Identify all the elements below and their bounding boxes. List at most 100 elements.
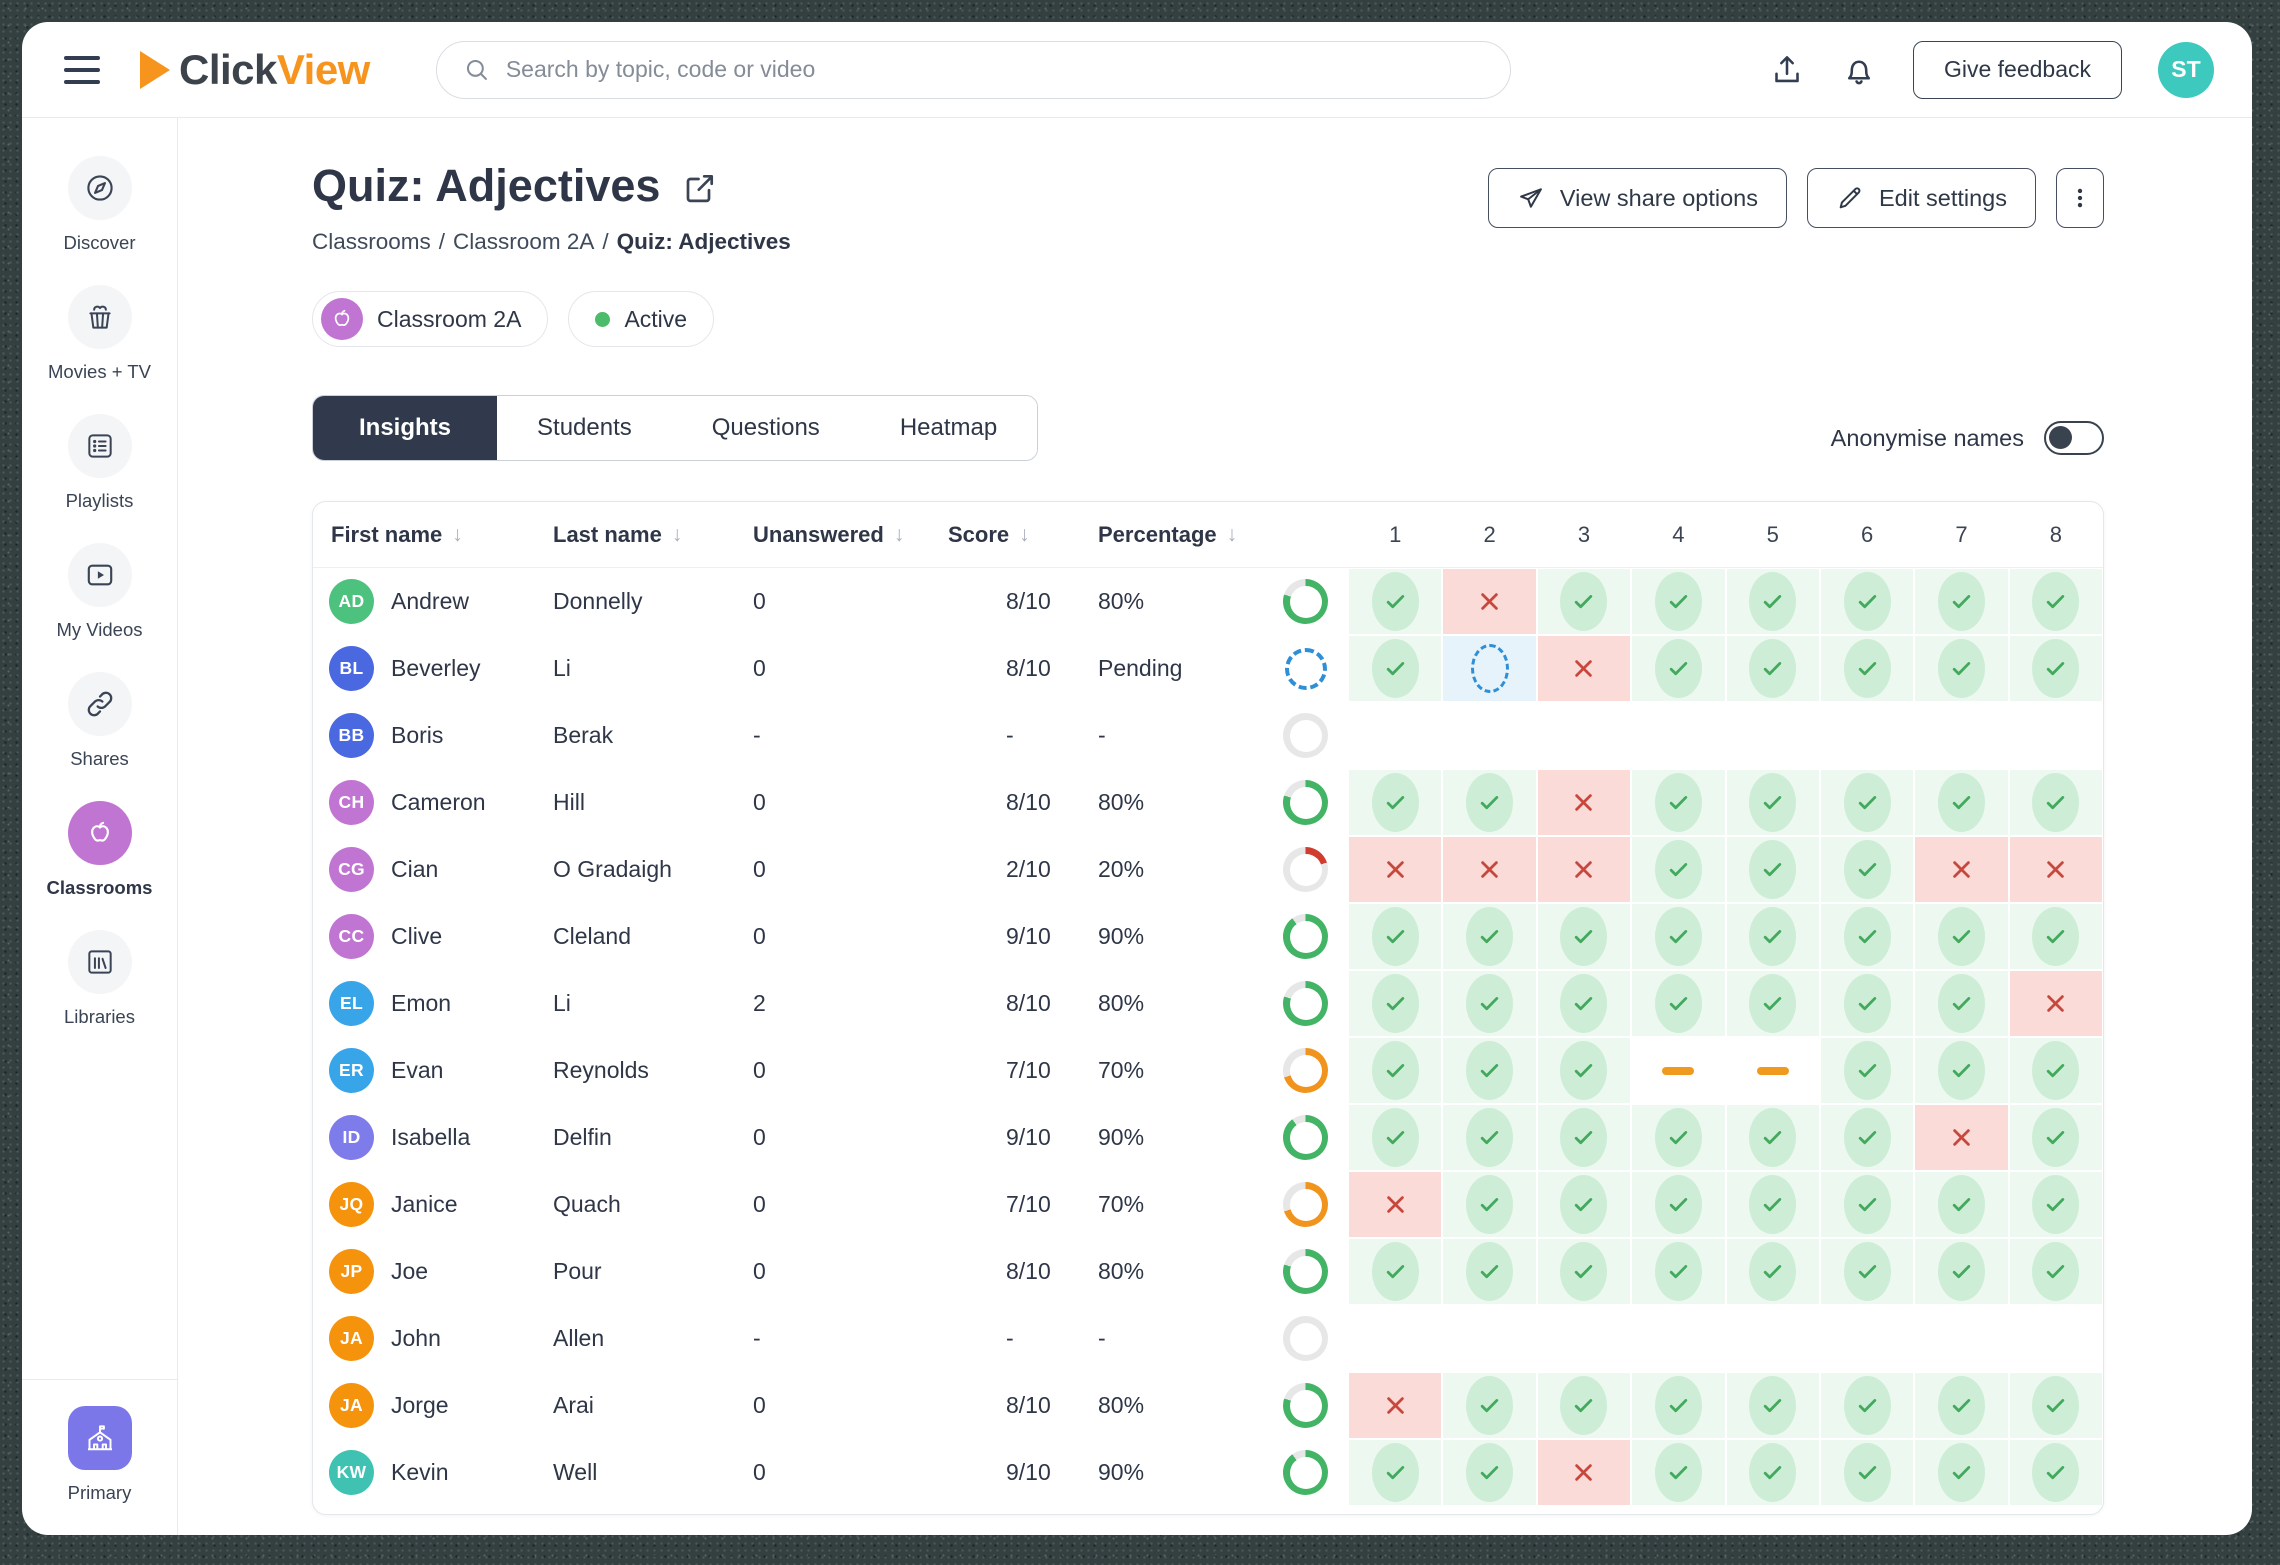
sidebar-item-libraries[interactable]: Libraries (38, 930, 162, 1029)
table-row[interactable]: BL Beverley Li 0 8/10 Pending (313, 635, 2103, 702)
sidebar-item-movies-tv[interactable]: Movies + TV (38, 285, 162, 384)
more-options-kebab-icon[interactable] (2056, 168, 2104, 228)
sidebar-item-primary[interactable]: Primary (22, 1378, 177, 1535)
table-row[interactable]: JP Joe Pour 0 8/10 80% (313, 1238, 2103, 1305)
table-row[interactable]: EL Emon Li 2 8/10 80% (313, 970, 2103, 1037)
tab-heatmap[interactable]: Heatmap (859, 396, 1038, 460)
table-row[interactable]: KW Kevin Well 0 9/10 90% (313, 1439, 2103, 1506)
upload-icon[interactable] (1769, 52, 1805, 88)
table-row[interactable]: ER Evan Reynolds 0 7/10 70% (313, 1037, 2103, 1104)
check-icon (2032, 1041, 2080, 1100)
unanswered-cell: - (753, 722, 761, 748)
view-share-options-button[interactable]: View share options (1487, 168, 1787, 228)
question-column-header-6[interactable]: 6 (1860, 521, 1874, 547)
percentage-cell: 90% (1098, 1459, 1145, 1485)
sidebar-item-discover[interactable]: Discover (38, 156, 162, 255)
question-column-header-2[interactable]: 2 (1483, 521, 1496, 547)
classroom-chip[interactable]: Classroom 2A (312, 291, 549, 347)
column-header-label: First name (331, 521, 443, 547)
table-row[interactable]: JA Jorge Arai 0 8/10 80% (313, 1372, 2103, 1439)
check-icon (1843, 773, 1891, 832)
answer-cell-empty (1820, 1306, 1914, 1371)
check-icon (1560, 907, 1608, 966)
search-input[interactable] (505, 56, 1484, 83)
score-cell: 8/10 (1006, 1258, 1051, 1284)
question-column-header-4[interactable]: 4 (1672, 521, 1685, 547)
answer-cell-empty (1915, 1306, 2008, 1371)
breadcrumb-item[interactable]: Classroom 2A (453, 229, 595, 254)
check-icon (1843, 907, 1891, 966)
check-icon (1749, 907, 1797, 966)
check-icon (1654, 1242, 1702, 1301)
external-link-icon[interactable] (682, 170, 718, 206)
sidebar-item-label: Libraries (64, 1006, 135, 1028)
answer-cell-correct (2009, 569, 2102, 634)
tab-questions[interactable]: Questions (671, 396, 860, 460)
table-row[interactable]: CH Cameron Hill 0 8/10 80% (313, 769, 2103, 836)
unanswered-cell: 0 (753, 856, 766, 882)
link-icon (67, 672, 132, 737)
student-avatar: EL (329, 981, 374, 1026)
user-avatar[interactable]: ST (2158, 41, 2214, 98)
progress-ring-icon (1283, 914, 1328, 959)
check-icon (1843, 840, 1891, 899)
column-header-score[interactable]: Score ↓ (948, 522, 1098, 548)
anonymise-toggle[interactable] (2044, 421, 2104, 455)
answer-cell-correct (1443, 770, 1536, 835)
table-row[interactable]: JA John Allen - - - (313, 1305, 2103, 1372)
check-icon (1843, 572, 1891, 631)
anonymise-control: Anonymise names (1831, 421, 2104, 455)
notifications-bell-icon[interactable] (1841, 52, 1877, 88)
clickview-logo[interactable]: Click View (140, 46, 370, 94)
answer-cell-missed (1726, 1038, 1819, 1103)
sidebar-item-classrooms[interactable]: Classrooms (38, 801, 162, 900)
last-name-cell: Berak (553, 722, 614, 748)
check-icon (1371, 974, 1419, 1033)
check-icon (1560, 1376, 1608, 1435)
classroom-chip-label: Classroom 2A (377, 305, 522, 332)
give-feedback-button[interactable]: Give feedback (1912, 40, 2122, 99)
question-column-header-7[interactable]: 7 (1955, 521, 1968, 547)
table-row[interactable]: CC Clive Cleland 0 9/10 90% (313, 903, 2103, 970)
menu-hamburger-icon[interactable] (64, 55, 100, 84)
table-row[interactable]: AD Andrew Donnelly 0 8/10 80% (313, 568, 2103, 635)
percentage-cell: 20% (1098, 856, 1145, 882)
tab-insights[interactable]: Insights (313, 396, 498, 460)
question-column-header-5[interactable]: 5 (1766, 521, 1779, 547)
answer-cell-correct (1915, 904, 2008, 969)
check-icon (1749, 639, 1797, 698)
student-first-name-cell: BB Boris (313, 713, 553, 758)
unanswered-cell: 0 (753, 1057, 766, 1083)
answer-cell-correct (1726, 1239, 1819, 1304)
sidebar-item-label: Playlists (65, 490, 134, 512)
check-icon (1654, 907, 1702, 966)
tab-students[interactable]: Students (497, 396, 672, 460)
question-column-header-3[interactable]: 3 (1577, 521, 1591, 547)
edit-settings-button[interactable]: Edit settings (1806, 168, 2036, 228)
sidebar-item-playlists[interactable]: Playlists (38, 414, 162, 513)
check-icon (1749, 974, 1797, 1033)
breadcrumb-item[interactable]: Classrooms (312, 229, 431, 254)
column-header-last-name[interactable]: Last name ↓ (553, 522, 753, 548)
question-column-header-1[interactable]: 1 (1389, 521, 1402, 547)
first-name: Kevin (391, 1459, 449, 1485)
table-row[interactable]: BB Boris Berak - - - (313, 702, 2103, 769)
answer-cell-correct (1915, 1440, 2008, 1505)
student-avatar: CC (329, 914, 374, 959)
x-icon (1475, 587, 1504, 616)
sidebar-item-shares[interactable]: Shares (38, 672, 162, 771)
search-bar[interactable] (435, 40, 1511, 99)
check-icon (1371, 1108, 1419, 1167)
answer-cell-correct (2009, 636, 2102, 701)
column-header-unanswered[interactable]: Unanswered ↓ (753, 522, 948, 548)
sidebar-item-my-videos[interactable]: My Videos (38, 543, 162, 642)
column-header-percentage[interactable]: Percentage ↓ (1098, 522, 1263, 548)
column-header-first-name[interactable]: First name ↓ (313, 522, 553, 548)
table-row[interactable]: ID Isabella Delfin 0 9/10 90% (313, 1104, 2103, 1171)
question-column-header-8[interactable]: 8 (2049, 521, 2062, 547)
answer-cell-empty (1443, 703, 1536, 768)
progress-ring-cell (1263, 847, 1348, 892)
table-row[interactable]: JQ Janice Quach 0 7/10 70% (313, 1171, 2103, 1238)
answer-cell-correct (1349, 569, 1442, 634)
table-row[interactable]: CG Cian O Gradaigh 0 2/10 20% (313, 836, 2103, 903)
